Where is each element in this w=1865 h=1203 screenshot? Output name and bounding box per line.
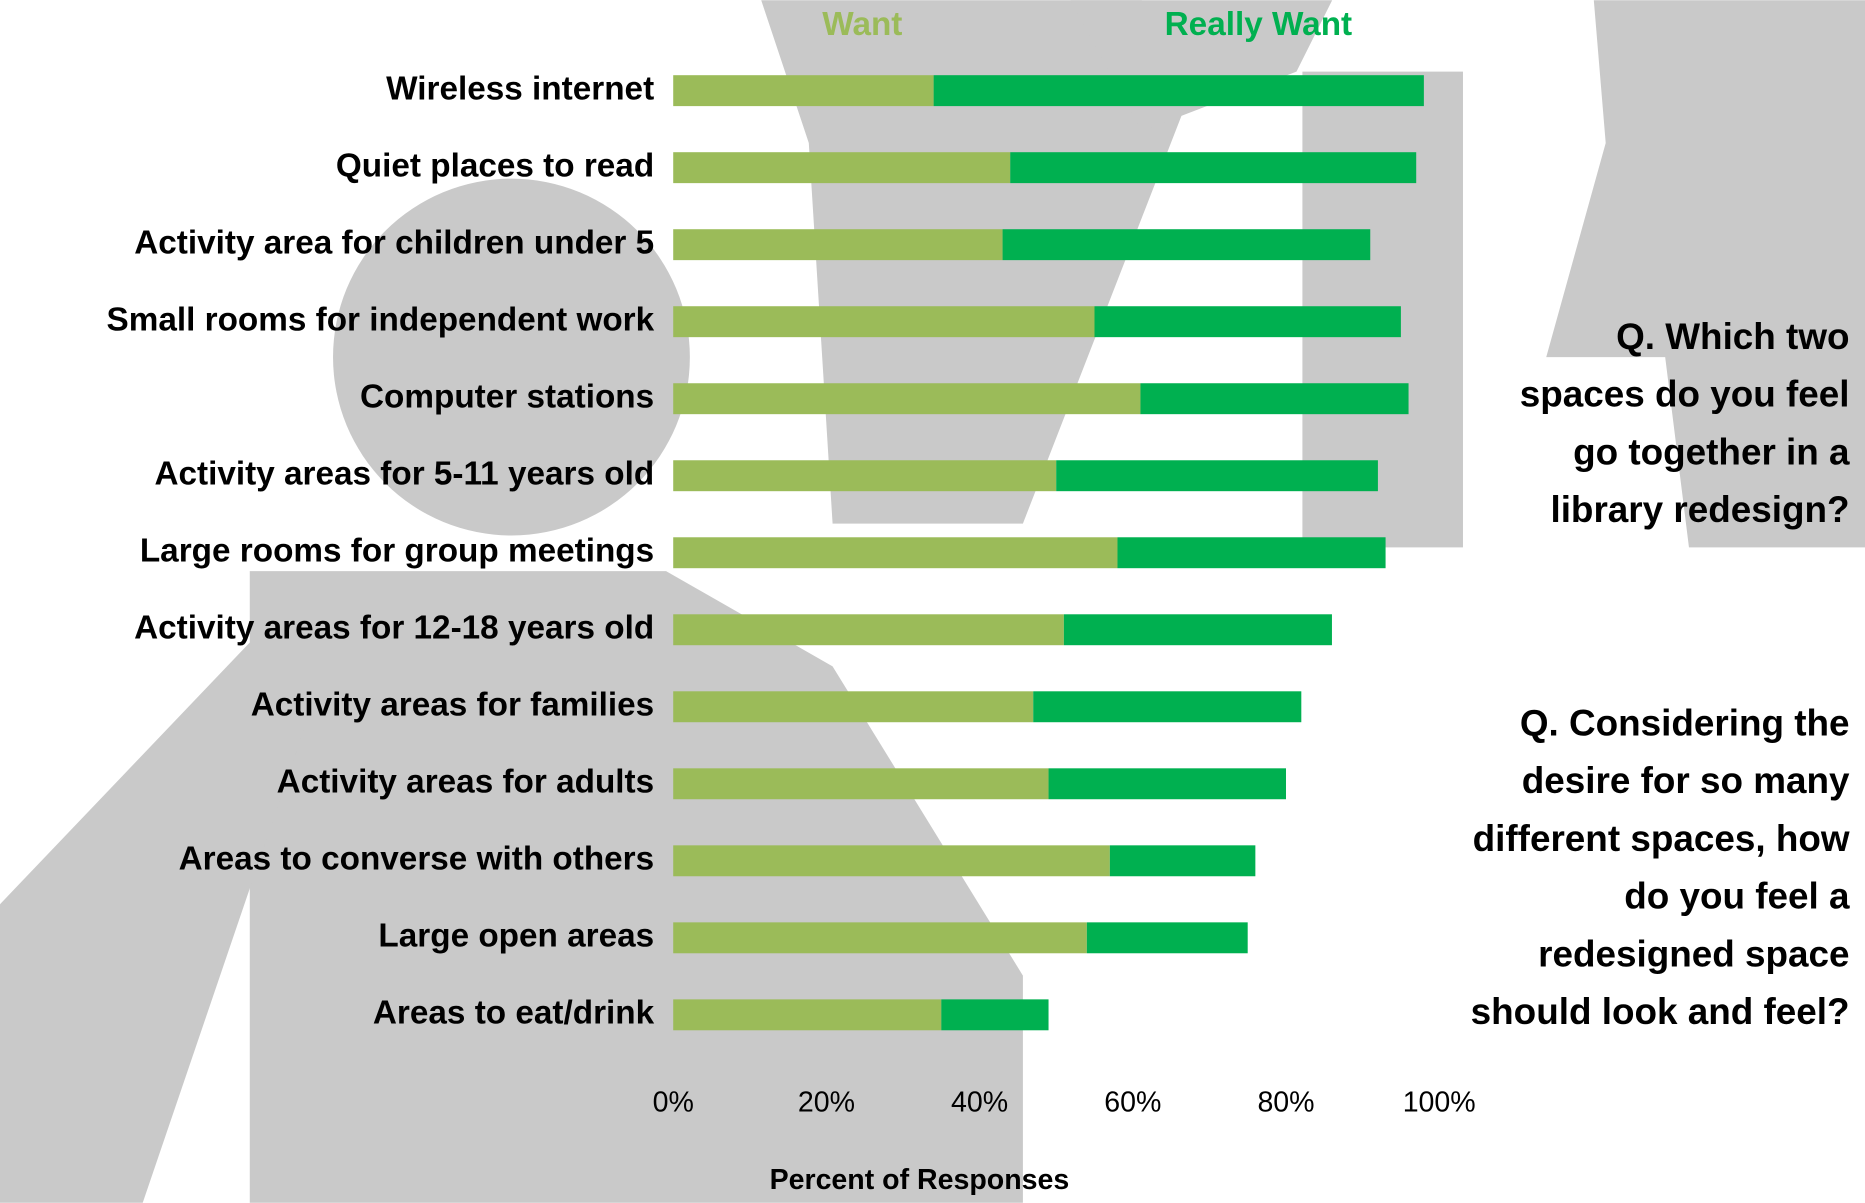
annotation: should look and feel? <box>1471 991 1850 1032</box>
category-label: Large rooms for group meetings <box>140 533 654 570</box>
category-label: Activity areas for 12-18 years old <box>134 610 654 647</box>
bar-segment <box>1094 306 1401 338</box>
bar-segment <box>1063 614 1332 646</box>
category-label: Areas to converse with others <box>179 841 655 878</box>
bar-segment <box>941 999 1049 1031</box>
bar-segment <box>673 691 1034 723</box>
legend-entry: Want <box>822 6 902 43</box>
category-label: Activity areas for adults <box>277 764 655 801</box>
category-label: Quiet places to read <box>336 147 654 184</box>
bar-segment <box>1033 691 1302 723</box>
bar-segment <box>933 75 1424 107</box>
x-tick-label: 20% <box>798 1087 855 1119</box>
x-tick-label: 40% <box>951 1087 1008 1119</box>
category-label: Areas to eat/drink <box>373 995 655 1032</box>
bar-segment <box>673 768 1049 800</box>
annotation: different spaces, how <box>1473 818 1850 859</box>
bar-segment <box>673 614 1064 646</box>
annotation: do you feel a <box>1624 876 1850 917</box>
bar-segment <box>1109 845 1256 877</box>
annotation: Q. Which two <box>1616 316 1849 357</box>
bar-segment <box>673 922 1087 954</box>
bar-segment <box>1002 229 1371 261</box>
category-label: Activity areas for families <box>251 687 654 724</box>
x-axis-title: Percent of Responses <box>770 1164 1070 1196</box>
bar-segment <box>1056 460 1378 492</box>
category-label: Activity areas for 5-11 years old <box>154 456 654 493</box>
annotation: go together in a <box>1573 431 1850 472</box>
x-tick-label: 100% <box>1403 1087 1476 1119</box>
annotation: redesigned space <box>1538 933 1849 974</box>
legend-entry: Really Want <box>1165 6 1352 43</box>
annotation: Q. Considering the <box>1520 703 1850 744</box>
bar-segment <box>1117 537 1386 569</box>
x-tick-label: 0% <box>653 1087 694 1119</box>
category-label: Wireless internet <box>386 70 654 107</box>
annotation: library redesign? <box>1550 489 1849 530</box>
bar-segment <box>673 383 1141 415</box>
bar-segment <box>1086 922 1248 954</box>
annotation: desire for so many <box>1522 760 1850 801</box>
bar-segment <box>673 229 1003 261</box>
bar-segment <box>1140 383 1409 415</box>
bar-segment <box>673 460 1057 492</box>
category-label: Small rooms for independent work <box>107 301 655 338</box>
category-label: Large open areas <box>378 918 654 955</box>
x-tick-label: 80% <box>1257 1087 1314 1119</box>
annotation: spaces do you feel <box>1520 374 1850 415</box>
bar-segment <box>1048 768 1286 800</box>
category-label: Activity area for children under 5 <box>134 224 654 261</box>
bar-segment <box>673 75 934 107</box>
bar-segment <box>1010 152 1417 184</box>
bar-segment <box>673 306 1095 338</box>
bar-segment <box>673 845 1110 877</box>
bar-segment <box>673 537 1118 569</box>
x-tick-label: 60% <box>1104 1087 1161 1119</box>
bar-segment <box>673 152 1011 184</box>
bar-segment <box>673 999 942 1031</box>
category-label: Computer stations <box>360 379 654 416</box>
